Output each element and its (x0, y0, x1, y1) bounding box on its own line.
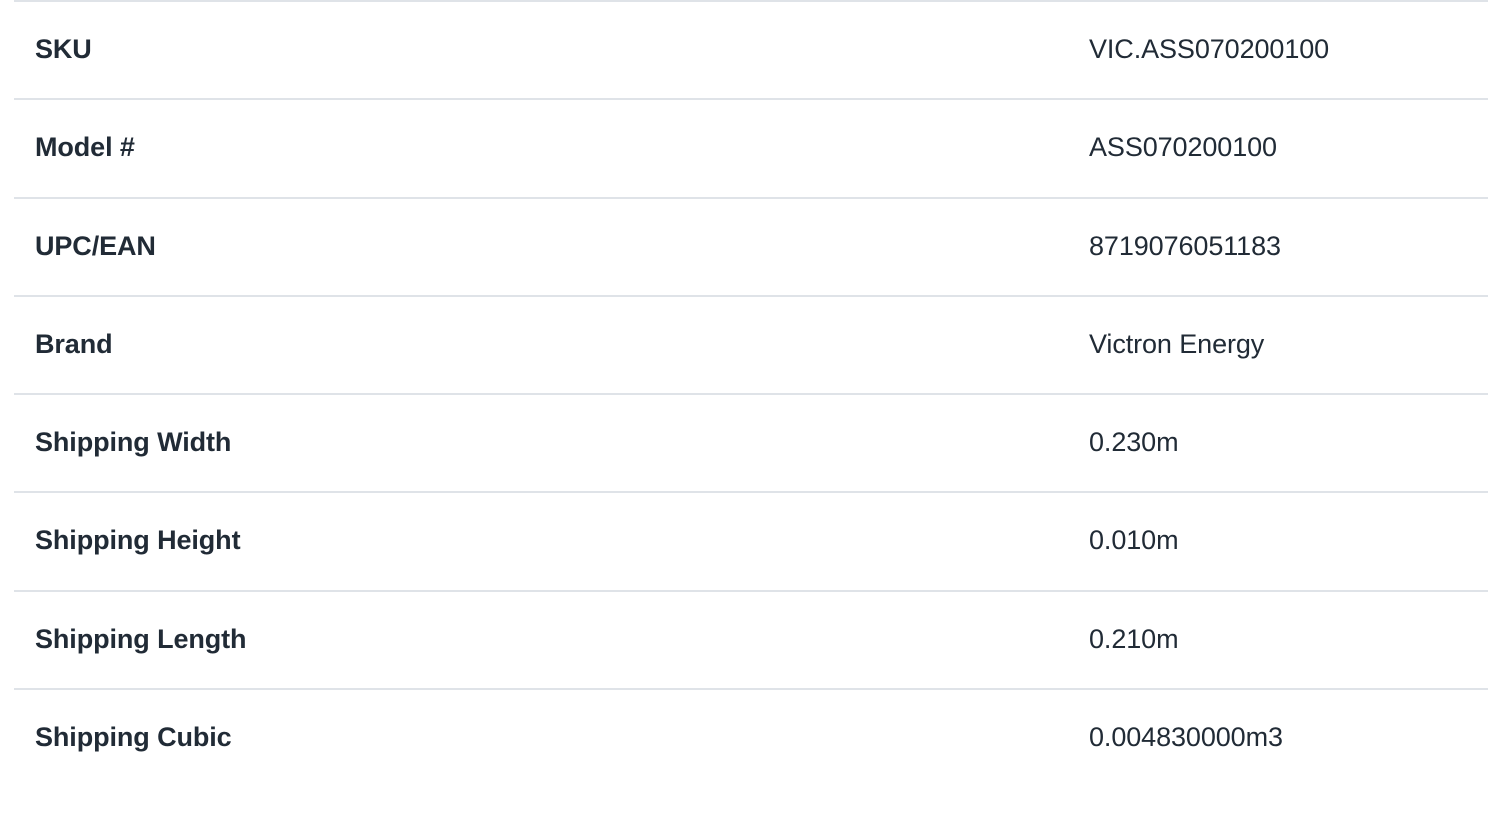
spec-value-model-number: ASS070200100 (1089, 132, 1277, 163)
table-row: Model # ASS070200100 (0, 98, 1488, 197)
spec-value-sku: VIC.ASS070200100 (1089, 33, 1330, 64)
table-row: Shipping Cubic 0.004830000m3 (0, 688, 1488, 787)
spec-label-shipping-height: Shipping Height (35, 525, 241, 556)
spec-label-sku: SKU (35, 33, 92, 64)
spec-label-model-number: Model # (35, 132, 135, 163)
spec-label-shipping-cubic: Shipping Cubic (35, 722, 232, 753)
table-row: Brand Victron Energy (0, 294, 1488, 394)
spec-value-shipping-cubic: 0.004830000m3 (1089, 722, 1283, 753)
spec-label-shipping-width: Shipping Width (35, 427, 232, 458)
table-row: Shipping Height 0.010m (0, 491, 1488, 590)
spec-value-shipping-length: 0.210m (1089, 623, 1179, 654)
table-row: Shipping Length 0.210m (0, 589, 1488, 689)
spec-label-upc-ean: UPC/EAN (35, 230, 156, 261)
product-specifications-table: SKU VIC.ASS070200100 Model # ASS07020010… (0, 0, 1488, 787)
table-row: SKU VIC.ASS070200100 (0, 0, 1488, 99)
spec-label-brand: Brand (35, 328, 113, 359)
spec-value-shipping-width: 0.230m (1089, 427, 1179, 458)
spec-value-brand: Victron Energy (1089, 328, 1265, 359)
spec-value-upc-ean: 8719076051183 (1089, 230, 1281, 261)
table-row: UPC/EAN 8719076051183 (0, 196, 1488, 295)
spec-value-shipping-height: 0.010m (1089, 525, 1179, 556)
spec-label-shipping-length: Shipping Length (35, 623, 247, 654)
table-row: Shipping Width 0.230m (0, 393, 1488, 492)
